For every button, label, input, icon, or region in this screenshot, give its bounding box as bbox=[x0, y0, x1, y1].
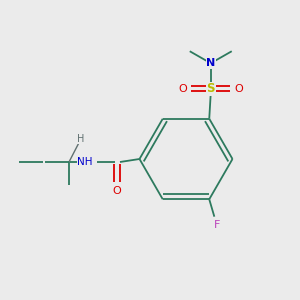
Text: O: O bbox=[178, 84, 187, 94]
Text: S: S bbox=[206, 82, 215, 95]
Text: H: H bbox=[77, 134, 84, 144]
Text: O: O bbox=[112, 185, 122, 196]
Text: O: O bbox=[234, 84, 243, 94]
Text: N: N bbox=[206, 58, 215, 68]
Text: NH: NH bbox=[77, 157, 93, 167]
Text: F: F bbox=[214, 220, 220, 230]
